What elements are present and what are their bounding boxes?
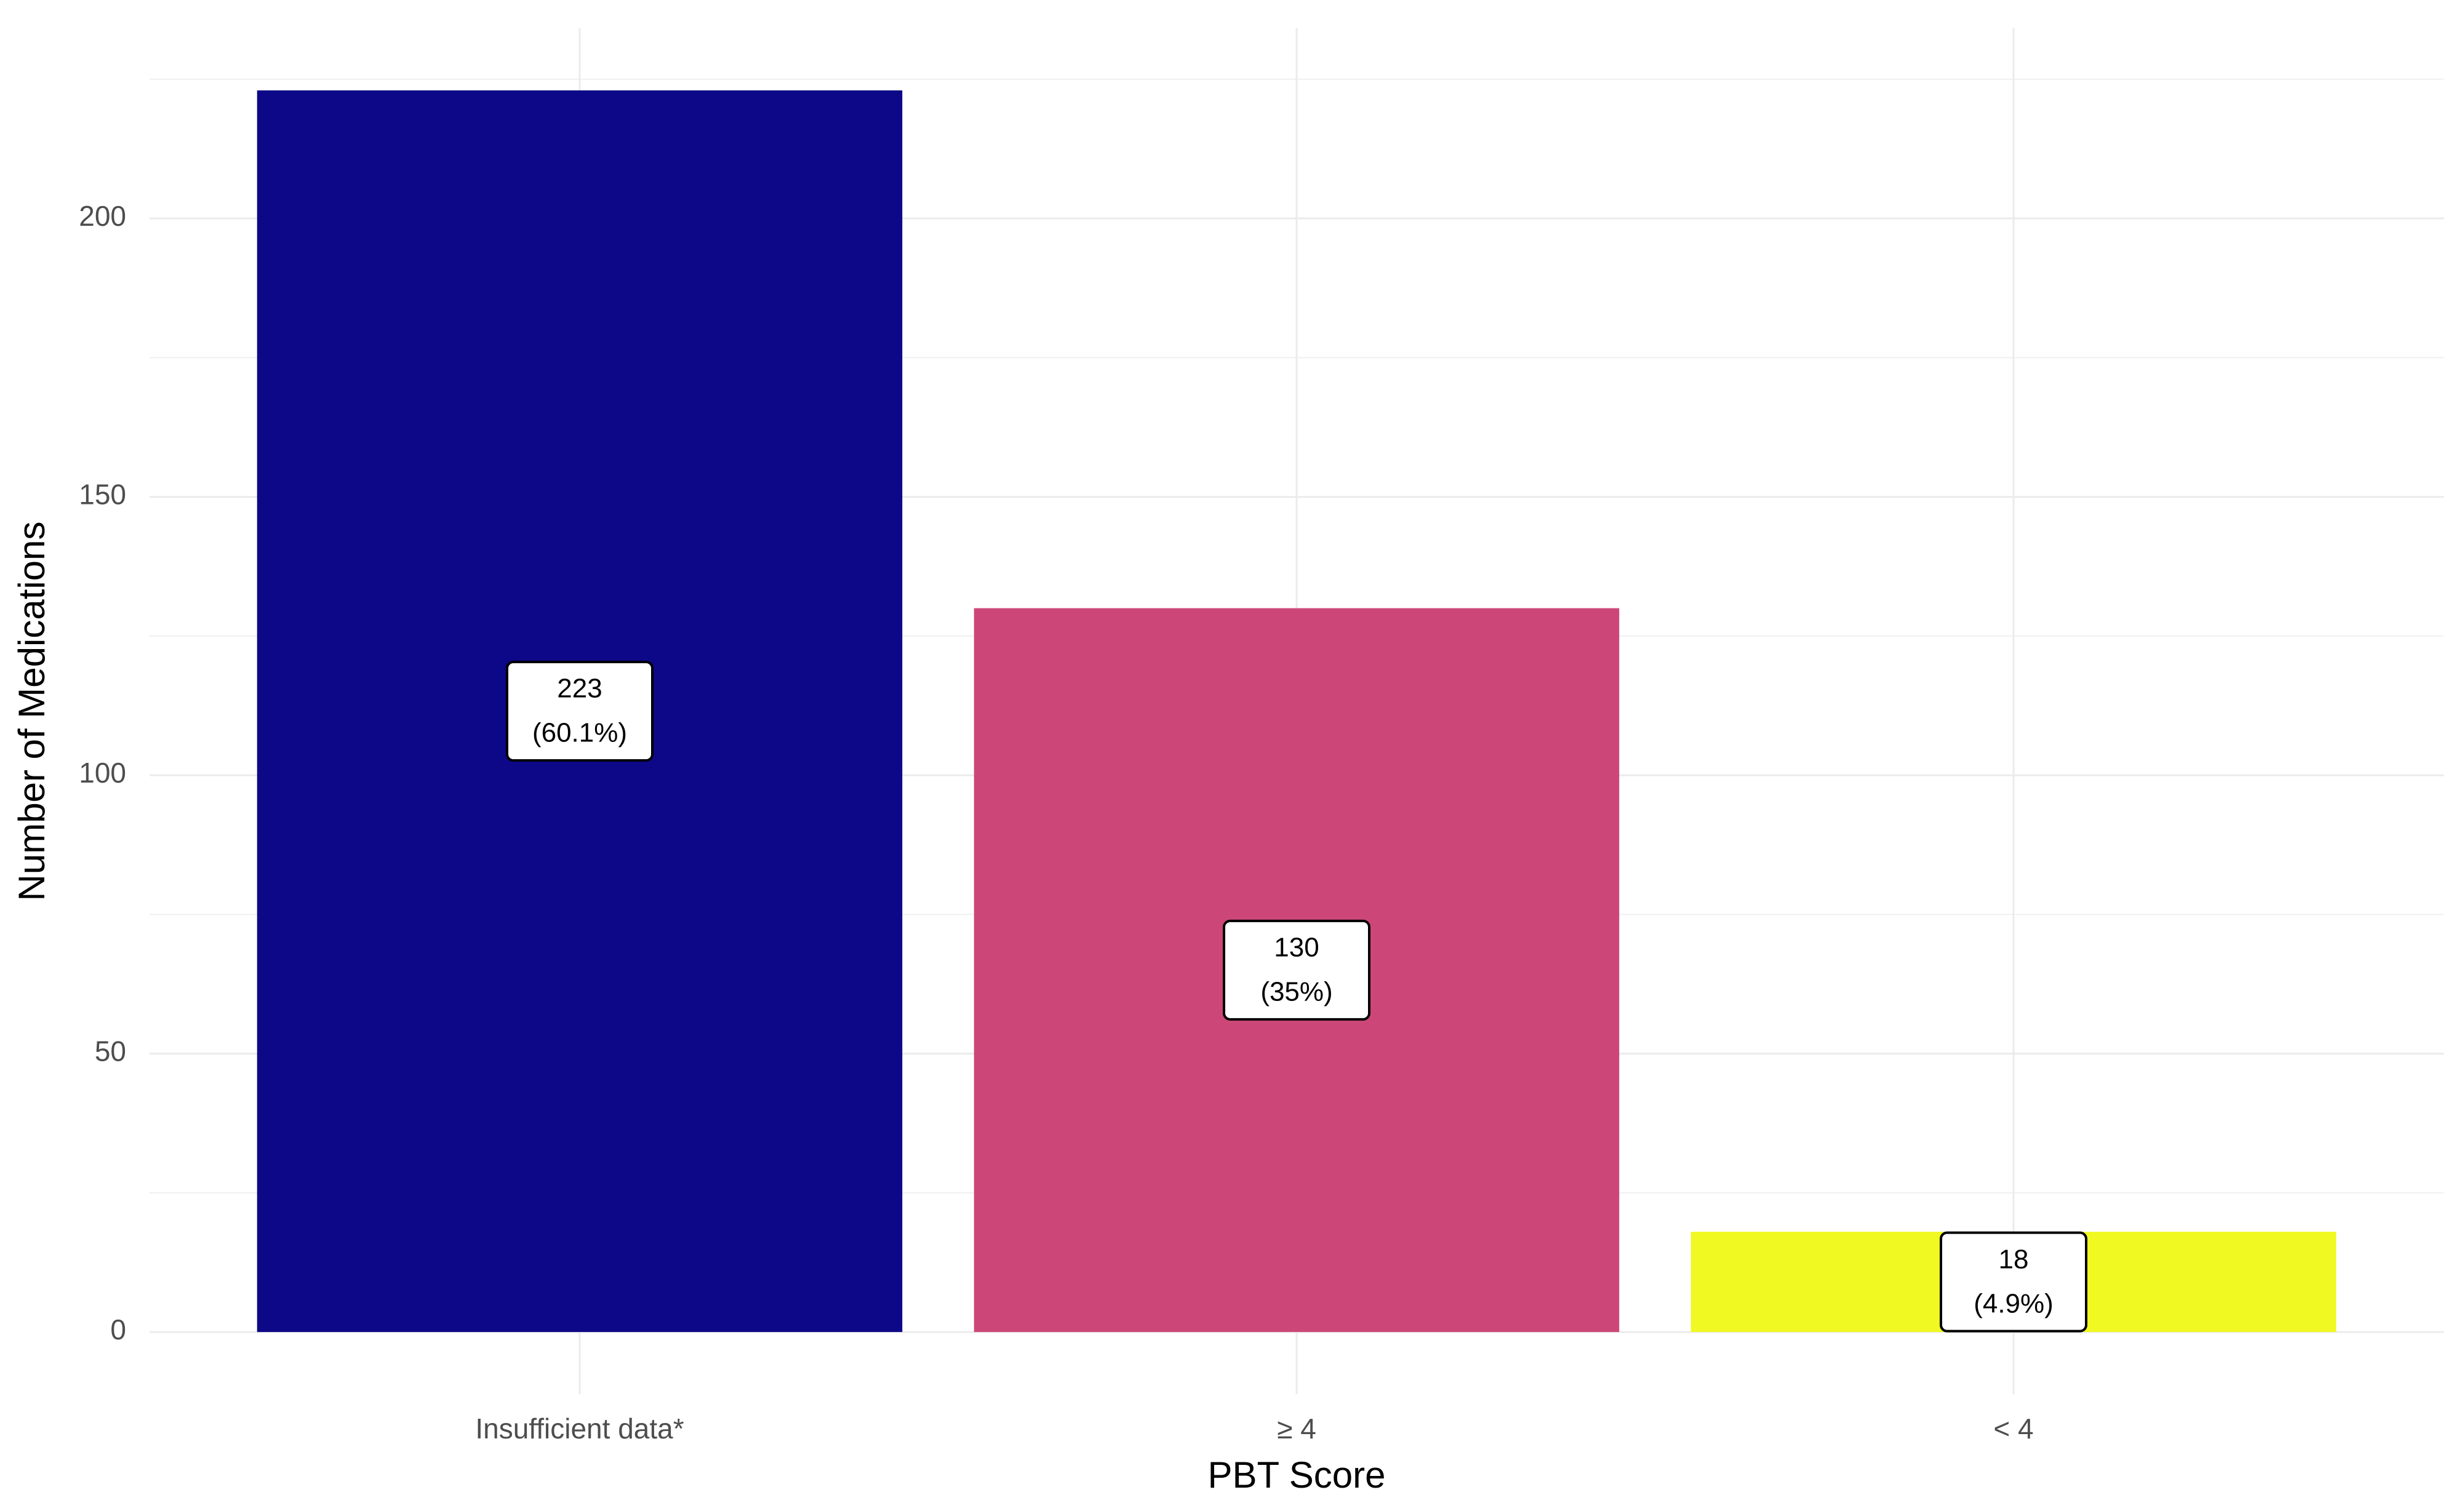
y-tick-label: 100 xyxy=(79,757,126,789)
x-tick-label: < 4 xyxy=(1993,1413,2033,1445)
y-axis-title: Number of Medications xyxy=(11,522,52,901)
value-label-share: (60.1%) xyxy=(532,718,627,748)
y-tick-label: 200 xyxy=(79,200,126,232)
value-label: 223 xyxy=(557,674,602,704)
y-tick-label: 150 xyxy=(79,479,126,511)
value-label-box xyxy=(506,661,654,762)
value-label-share: (4.9%) xyxy=(1974,1288,2054,1318)
x-tick-label: ≥ 4 xyxy=(1277,1413,1316,1445)
value-label: 18 xyxy=(1999,1244,2029,1274)
value-label-share: (35%) xyxy=(1260,976,1332,1007)
y-tick-label: 50 xyxy=(95,1035,126,1067)
y-tick-label: 0 xyxy=(110,1314,126,1346)
value-label-box xyxy=(1940,1231,2087,1333)
value-label: 130 xyxy=(1274,932,1319,962)
x-axis-title: PBT Score xyxy=(1207,1454,1385,1496)
value-label-box xyxy=(1223,919,1370,1021)
x-tick-label: Insufficient data* xyxy=(475,1413,684,1445)
